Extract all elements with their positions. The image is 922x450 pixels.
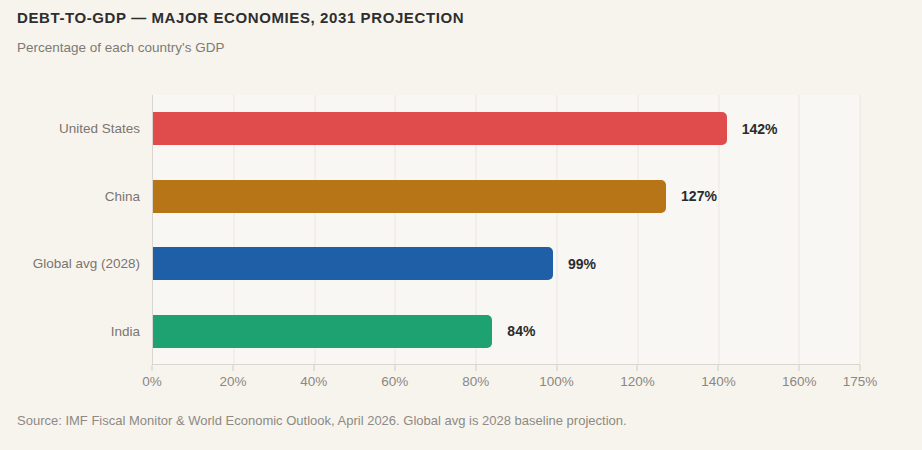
x-tick-mark	[637, 365, 638, 371]
x-tick-label: 20%	[219, 374, 246, 389]
chart-container: DEBT-TO-GDP — MAJOR ECONOMIES, 2031 PROJ…	[0, 0, 922, 450]
value-label-india: 84%	[507, 315, 535, 348]
value-label-united-states: 142%	[742, 112, 778, 145]
x-tick-mark	[232, 365, 233, 371]
x-tick-label: 120%	[620, 374, 655, 389]
bar-global-avg-2028	[153, 247, 553, 280]
chart-subtitle: Percentage of each country's GDP	[17, 40, 224, 55]
x-tick-label: 160%	[782, 374, 817, 389]
x-tick-mark	[313, 365, 314, 371]
category-label-united-states: United States	[0, 95, 140, 163]
chart-title: DEBT-TO-GDP — MAJOR ECONOMIES, 2031 PROJ…	[17, 9, 464, 26]
x-tick-mark	[394, 365, 395, 371]
x-tick-label: 40%	[300, 374, 327, 389]
x-tick-mark	[718, 365, 719, 371]
value-label-global-avg-2028: 99%	[568, 247, 596, 280]
x-tick-label: 60%	[381, 374, 408, 389]
x-tick-mark	[860, 365, 861, 371]
x-tick-label: 175%	[843, 374, 878, 389]
bar-china	[153, 180, 666, 213]
value-label-china: 127%	[681, 180, 717, 213]
gridline	[860, 95, 861, 364]
x-axis: 0%20%40%60%80%100%120%140%160%175%	[152, 365, 860, 400]
x-tick-label: 80%	[462, 374, 489, 389]
x-tick-mark	[799, 365, 800, 371]
bar-india	[153, 315, 492, 348]
x-tick-mark	[475, 365, 476, 371]
x-tick-label: 0%	[142, 374, 162, 389]
x-tick-label: 100%	[539, 374, 574, 389]
source-note: Source: IMF Fiscal Monitor & World Econo…	[17, 413, 627, 428]
gridline	[799, 95, 800, 364]
x-tick-mark	[556, 365, 557, 371]
category-label-global-avg-2028: Global avg (2028)	[0, 230, 140, 298]
bar-united-states	[153, 112, 727, 145]
category-label-india: India	[0, 298, 140, 366]
plot-area: 142% 127% 99% 84%	[152, 95, 860, 365]
x-tick-label: 140%	[701, 374, 736, 389]
x-tick-mark	[152, 365, 153, 371]
category-label-china: China	[0, 163, 140, 231]
